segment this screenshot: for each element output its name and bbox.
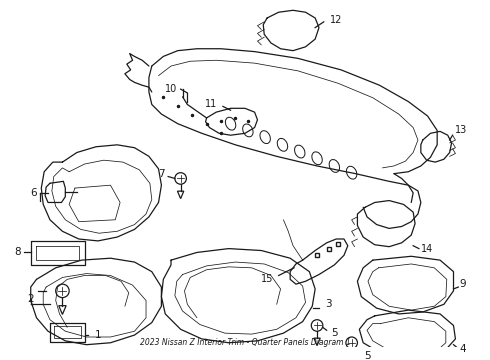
Text: 2: 2 [27, 293, 34, 303]
Text: 4: 4 [460, 343, 466, 354]
Text: 13: 13 [455, 125, 467, 135]
Text: 1: 1 [95, 330, 101, 340]
Text: 11: 11 [205, 99, 218, 109]
Text: 3: 3 [325, 299, 332, 309]
Text: 10: 10 [165, 84, 177, 94]
Text: 15: 15 [261, 274, 273, 284]
Text: 5: 5 [331, 328, 338, 338]
Text: 2023 Nissan Z Interior Trim - Quarter Panels Diagram 1: 2023 Nissan Z Interior Trim - Quarter Pa… [140, 338, 350, 347]
Text: 12: 12 [330, 15, 343, 25]
Text: 5: 5 [364, 351, 370, 360]
Text: 6: 6 [30, 188, 37, 198]
Text: 14: 14 [421, 244, 434, 253]
Text: 9: 9 [460, 279, 466, 289]
Text: 8: 8 [14, 247, 21, 257]
Text: 7: 7 [158, 168, 165, 179]
